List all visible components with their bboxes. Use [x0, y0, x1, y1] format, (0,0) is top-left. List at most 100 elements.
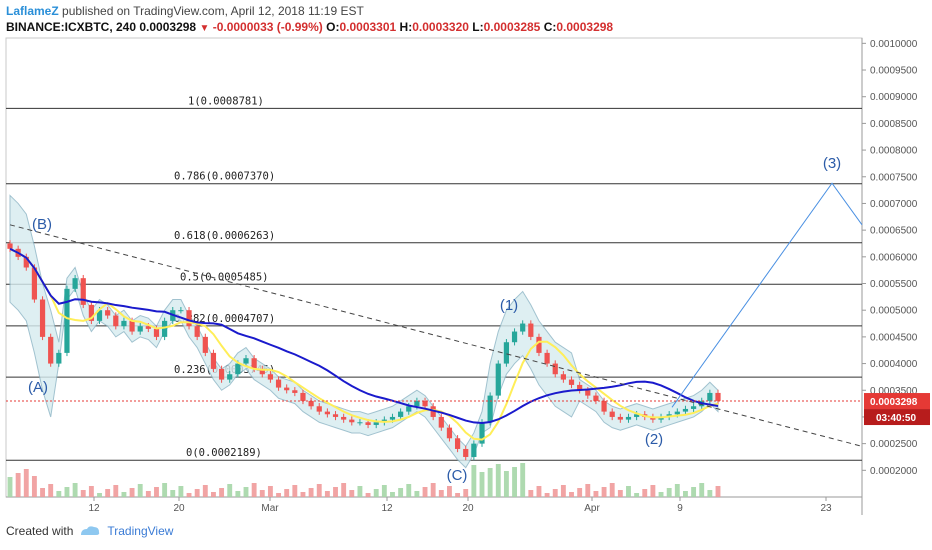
candle-body [373, 422, 379, 425]
volume-bar [593, 491, 599, 497]
volume-bar [683, 491, 688, 497]
candle-body [308, 400, 314, 407]
volume-bar [31, 476, 37, 497]
candle-body [487, 395, 493, 423]
volume-bar [284, 489, 290, 497]
volume-bar [64, 487, 70, 497]
candle-body [568, 379, 575, 385]
candle-body [48, 336, 54, 364]
price-change: -0.0000033 (-0.99%) [212, 20, 323, 34]
candle-body [511, 331, 518, 343]
close-value: 0.0003298 [556, 20, 614, 34]
x-tick-label: Apr [584, 503, 600, 514]
fib-level-label: 1(0.0008781) [188, 95, 264, 107]
candle-body [593, 395, 599, 401]
candle-body [690, 406, 697, 409]
volume-bar [227, 484, 233, 497]
x-tick-label: 9 [677, 503, 683, 514]
volume-bar [487, 468, 493, 497]
candle-body [609, 411, 615, 417]
publish-header: LaflameZ published on TradingView.com, A… [6, 3, 364, 19]
tradingview-brand[interactable]: TradingView [107, 524, 174, 538]
y-tick-label: 0.0002500 [870, 439, 918, 450]
volume-bar [243, 487, 249, 497]
open-label: O: [326, 20, 340, 34]
candle-body [162, 320, 168, 337]
volume-bar [113, 485, 119, 497]
volume-bar [577, 488, 583, 497]
candle-body [292, 390, 298, 393]
volume-bar [601, 487, 607, 497]
volume-bar [390, 492, 395, 497]
projection-line [671, 182, 863, 408]
volume-bar [211, 492, 216, 497]
volume-bar [349, 490, 355, 497]
fib-level-label: 0.786(0.0007370) [174, 171, 275, 183]
current-price: 0.0003298 [139, 20, 197, 34]
volume-bar [617, 490, 623, 497]
volume-bar [560, 485, 566, 497]
volume-bar [170, 490, 176, 497]
volume-bar [447, 486, 452, 497]
candle-body [300, 392, 306, 401]
high-label: H: [399, 20, 413, 34]
volume-bar [259, 490, 265, 497]
candle-body [577, 384, 583, 391]
candle-body [454, 438, 461, 449]
candle-body [414, 400, 420, 407]
volume-bar [219, 488, 225, 497]
candle-body [438, 416, 444, 428]
candle-body [218, 368, 225, 380]
volume-bar [609, 483, 615, 497]
candle-body [560, 374, 566, 380]
volume-bar [137, 484, 143, 497]
wave-label: (B) [32, 216, 52, 233]
candle-body [210, 352, 217, 369]
candle-body [316, 406, 322, 412]
volume-bar [552, 489, 558, 497]
candle-body [528, 323, 534, 337]
y-tick-label: 0.0006000 [870, 252, 918, 263]
wave-label: (3) [823, 155, 841, 172]
volume-bar [145, 491, 151, 497]
candle-body [495, 363, 501, 396]
volume-bar [544, 493, 550, 497]
volume-bar [121, 492, 127, 497]
x-tick-label: 12 [88, 503, 100, 514]
volume-bar [634, 493, 640, 497]
candle-body [544, 352, 550, 364]
y-tick-label: 0.0005000 [870, 306, 918, 317]
author-link[interactable]: LaflameZ [6, 4, 59, 18]
candle-body [105, 310, 111, 316]
wave-label: (1) [500, 297, 518, 314]
candle-body [145, 326, 151, 329]
candle-body [39, 299, 46, 337]
volume-bar [72, 483, 78, 497]
candle-body [275, 379, 282, 388]
y-tick-label: 0.0005500 [870, 279, 918, 290]
y-tick-label: 0.0003500 [870, 386, 918, 397]
volume-bar [154, 487, 159, 497]
x-tick-label: Mar [261, 503, 279, 514]
volume-bar [406, 484, 412, 497]
low-value: 0.0003285 [483, 20, 541, 34]
publish-info: published on TradingView.com, April 12, … [62, 4, 364, 18]
volume-bar [186, 493, 192, 497]
volume-bar [463, 489, 469, 497]
candle-body [585, 390, 591, 396]
low-label: L: [472, 20, 484, 34]
candle-body [121, 320, 127, 327]
candle-body [357, 422, 363, 424]
volume-bar [23, 469, 29, 497]
candle-body [341, 416, 347, 420]
fib-level-label: 0.5(0.0005485) [180, 271, 269, 283]
volume-bar [129, 488, 135, 497]
y-tick-label: 0.0004500 [870, 332, 918, 343]
candle-body [284, 387, 290, 391]
candle-body [625, 416, 632, 420]
candle-body [674, 411, 680, 415]
volume-bar [503, 471, 509, 497]
candle-body [349, 419, 355, 423]
symbol-label[interactable]: BINANCE:ICXBTC, 240 [6, 20, 137, 34]
